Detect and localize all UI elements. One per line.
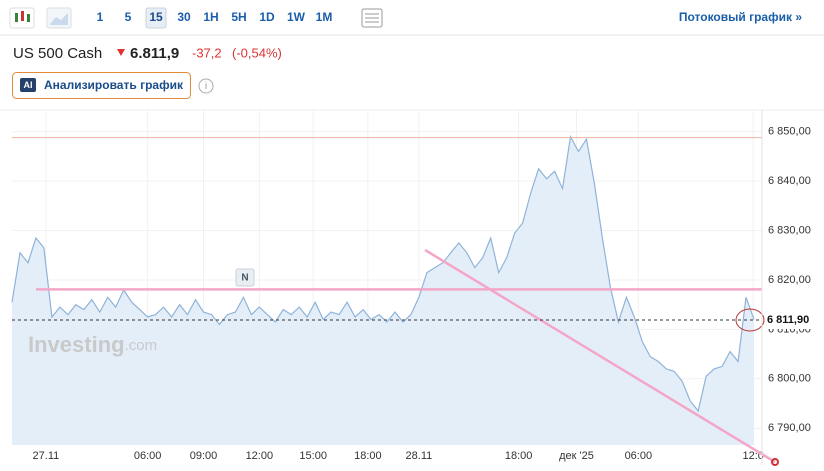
quote-name: US 500 Cash xyxy=(13,45,102,62)
quote-change-pct: (-0,54%) xyxy=(232,45,282,60)
y-tick-label: 6 830,00 xyxy=(768,224,811,236)
y-tick-label: 6 850,00 xyxy=(768,126,811,138)
x-tick-label: 27.11 xyxy=(33,450,60,462)
interval-button[interactable]: 5 xyxy=(125,10,132,24)
y-tick-label: 6 800,00 xyxy=(768,373,811,385)
x-tick-label: 06:00 xyxy=(134,450,162,462)
quote-price: 6.811,9 xyxy=(130,45,179,62)
x-tick-label: 12:00 xyxy=(246,450,274,462)
interval-button[interactable]: 1D xyxy=(259,10,275,24)
price-marker xyxy=(735,308,765,332)
y-tick-label: 6 820,00 xyxy=(768,274,811,286)
interval-button[interactable]: 15 xyxy=(149,10,163,24)
x-tick-label: 18:00 xyxy=(354,450,382,462)
watermark-suffix: .com xyxy=(125,337,158,354)
ai-badge xyxy=(20,78,36,92)
down-arrow xyxy=(117,49,125,56)
area-icon[interactable] xyxy=(46,7,72,29)
x-tick-label: 15:00 xyxy=(299,450,327,462)
watermark-brand: Investing xyxy=(28,332,125,357)
interval-button[interactable]: 1W xyxy=(287,10,306,24)
last-price-label: 6 811,90 xyxy=(767,314,809,326)
quote-change: -37,2 xyxy=(192,45,222,60)
table-icon[interactable] xyxy=(361,8,383,28)
trend-handle xyxy=(771,458,779,466)
price-line xyxy=(11,134,755,413)
interval-button[interactable]: 1M xyxy=(316,10,333,24)
x-tick-label: 06:00 xyxy=(625,450,653,462)
ai-badge-text: AI xyxy=(24,80,33,90)
analyze-button[interactable] xyxy=(12,72,191,99)
y-tick-label: 6 840,00 xyxy=(768,175,811,187)
y-tick-label: 6 790,00 xyxy=(768,422,811,434)
active-interval xyxy=(145,7,167,29)
watermark: Investing.com xyxy=(28,332,157,357)
info-icon[interactable] xyxy=(198,78,214,94)
area-fill xyxy=(12,136,755,445)
candle-icon[interactable] xyxy=(9,7,35,29)
toolbar xyxy=(0,0,824,35)
interval-button[interactable]: 30 xyxy=(177,10,191,24)
x-tick-label: 09:00 xyxy=(190,450,218,462)
last-price-box xyxy=(764,310,824,329)
interval-button[interactable]: 1H xyxy=(203,10,218,24)
x-tick-label: 12:0 xyxy=(743,450,764,462)
x-tick-label: 18:00 xyxy=(505,450,533,462)
info-icon-text: i xyxy=(205,81,207,92)
x-tick-label: дек '25 xyxy=(559,450,594,462)
news-marker xyxy=(235,268,255,287)
news-marker-text: N xyxy=(241,273,248,284)
stream-link[interactable]: Потоковый график » xyxy=(679,10,802,24)
interval-button[interactable]: 1 xyxy=(97,10,104,24)
interval-button[interactable]: 5H xyxy=(231,10,246,24)
x-tick-label: 28.11 xyxy=(406,450,433,462)
trend-line xyxy=(424,248,776,464)
analyze-label: Анализировать график xyxy=(44,78,184,92)
